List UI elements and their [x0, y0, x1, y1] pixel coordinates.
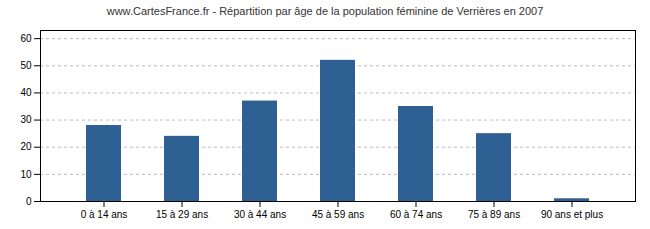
svg-text:30 à 44 ans: 30 à 44 ans	[234, 209, 286, 220]
svg-text:50: 50	[20, 60, 32, 71]
svg-text:45 à 59 ans: 45 à 59 ans	[312, 209, 364, 220]
svg-text:75 à 89 ans: 75 à 89 ans	[468, 209, 520, 220]
svg-text:60 à 74 ans: 60 à 74 ans	[390, 209, 442, 220]
svg-text:40: 40	[20, 87, 32, 98]
svg-text:90 ans et plus: 90 ans et plus	[541, 209, 603, 220]
svg-text:60: 60	[20, 33, 32, 44]
svg-text:0 à 14 ans: 0 à 14 ans	[81, 209, 128, 220]
svg-text:15 à 29 ans: 15 à 29 ans	[156, 209, 208, 220]
svg-text:20: 20	[20, 141, 32, 152]
html-text:www.CartesFrance.fr - Répartit: www.CartesFrance.fr - Répartition par âg…	[106, 5, 544, 17]
svg-text:10: 10	[20, 169, 32, 180]
svg-text:30: 30	[20, 114, 32, 125]
svg-text:0: 0	[26, 196, 32, 207]
